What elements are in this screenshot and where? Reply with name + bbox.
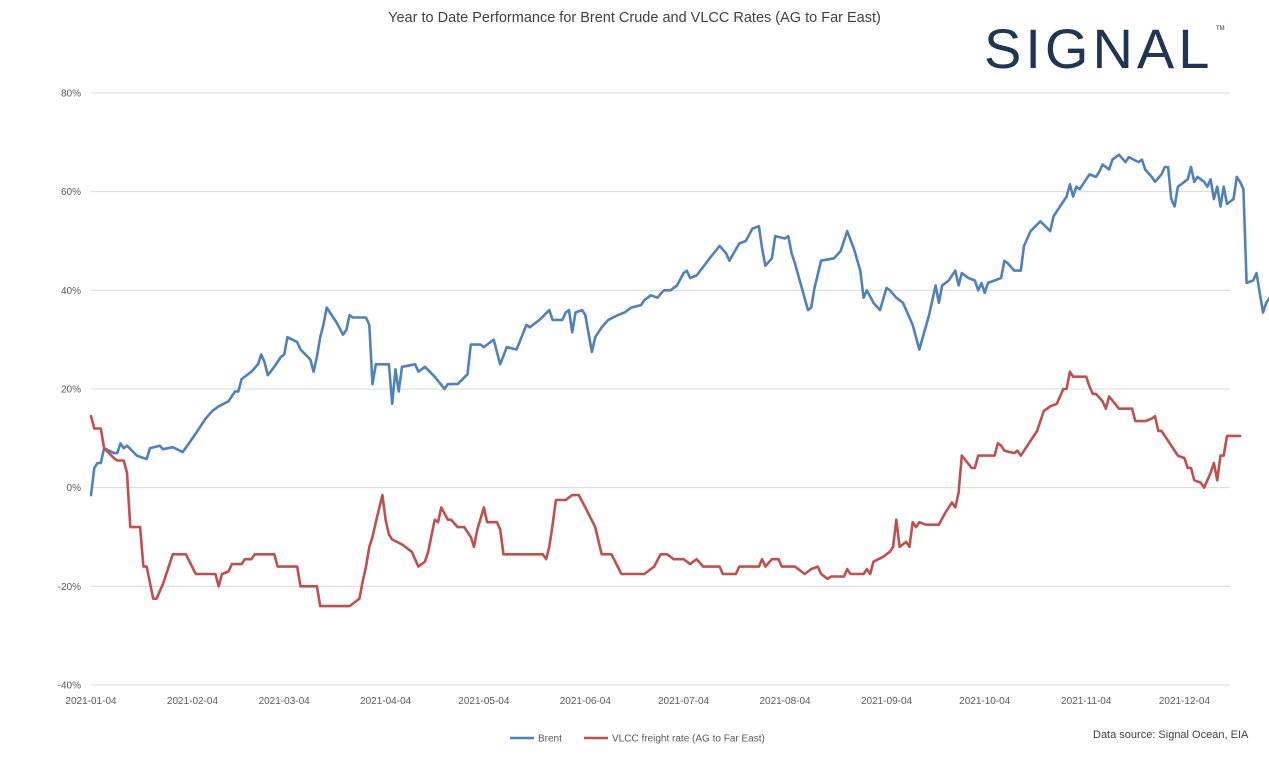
chart-title: Year to Date Performance for Brent Crude… [388,10,881,26]
x-tick-label: 2021-11-04 [1061,696,1112,707]
x-tick-label: 2021-06-04 [560,696,612,707]
y-tick-label: 20% [61,385,81,396]
series-lines [89,153,1269,608]
source-note: Data source: Signal Ocean, EIA [1093,729,1249,741]
x-axis-ticks: 2021-01-04 2021-02-04 2021-03-04 2021-04-04… [65,696,1210,707]
legend: Brent VLCC freight rate (AG to Far East) [510,734,765,745]
logo-trademark: TM [1216,26,1225,32]
x-tick-label: 2021-04-04 [360,696,412,707]
x-tick-label: 2021-09-04 [861,696,913,707]
legend-label: VLCC freight rate (AG to Far East) [612,734,765,745]
logo-wordmark: SIGNAL [984,17,1213,76]
x-tick-label: 2021-12-04 [1159,696,1211,707]
y-tick-label: 40% [61,286,81,297]
x-tick-label: 2021-05-04 [458,696,510,707]
x-tick-label: 2021-07-04 [658,696,710,707]
x-tick-label: 2021-03-04 [259,696,311,707]
gridlines [91,92,1230,686]
legend-label: Brent [538,734,562,745]
y-tick-label: -20% [58,582,81,593]
x-tick-label: 2021-01-04 [65,696,117,707]
signal-logo: SIGNAL TM [984,17,1225,76]
series-line-vlcc [89,370,1242,608]
x-tick-label: 2021-10-04 [959,696,1011,707]
x-tick-label: 2021-08-04 [759,696,811,707]
y-tick-label: -40% [58,681,81,692]
series-line-brent [89,153,1269,497]
y-tick-label: 80% [61,89,81,100]
x-tick-label: 2021-02-04 [167,696,219,707]
y-axis-ticks: -40% -20% 0% 20% 40% 60% 80% [58,89,81,692]
y-tick-label: 0% [67,483,82,494]
y-tick-label: 60% [61,187,81,198]
